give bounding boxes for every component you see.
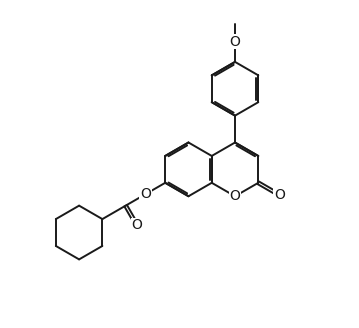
Text: O: O	[229, 189, 241, 203]
Text: O: O	[140, 187, 151, 201]
Text: O: O	[229, 35, 241, 49]
Text: O: O	[132, 218, 143, 233]
Text: O: O	[274, 188, 285, 202]
